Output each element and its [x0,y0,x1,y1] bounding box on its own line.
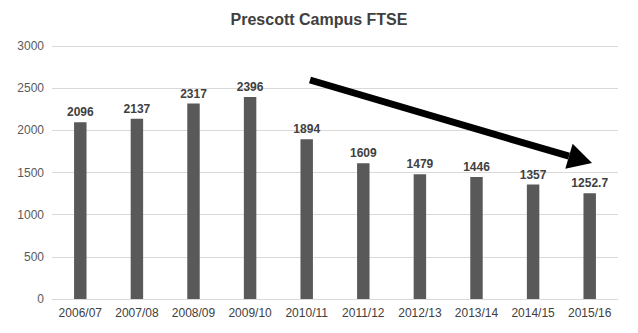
svg-text:2000: 2000 [17,123,44,137]
svg-text:Prescott Campus FTSE: Prescott Campus FTSE [231,11,408,28]
svg-text:500: 500 [24,250,44,264]
svg-text:1252.7: 1252.7 [571,176,608,190]
svg-text:2015/16: 2015/16 [568,306,612,320]
svg-text:2500: 2500 [17,81,44,95]
svg-text:2012/13: 2012/13 [398,306,442,320]
svg-text:2007/08: 2007/08 [115,306,159,320]
svg-text:1894: 1894 [293,122,320,136]
svg-text:2011/12: 2011/12 [342,306,385,320]
svg-text:1357: 1357 [520,168,547,182]
svg-text:2006/07: 2006/07 [59,306,103,320]
svg-text:2014/15: 2014/15 [511,306,555,320]
svg-text:2317: 2317 [180,87,207,101]
svg-text:1500: 1500 [17,166,44,180]
svg-text:1446: 1446 [463,160,490,174]
svg-text:2096: 2096 [67,105,94,119]
svg-text:2010/11: 2010/11 [285,306,328,320]
svg-text:0: 0 [37,292,44,306]
svg-text:2008/09: 2008/09 [172,306,216,320]
svg-text:2009/10: 2009/10 [228,306,272,320]
svg-text:2013/14: 2013/14 [455,306,499,320]
svg-text:1479: 1479 [407,157,434,171]
svg-text:1000: 1000 [17,208,44,222]
svg-text:2396: 2396 [237,80,264,94]
svg-text:1609: 1609 [350,146,377,160]
svg-text:2137: 2137 [124,102,151,116]
svg-text:3000: 3000 [17,39,44,53]
